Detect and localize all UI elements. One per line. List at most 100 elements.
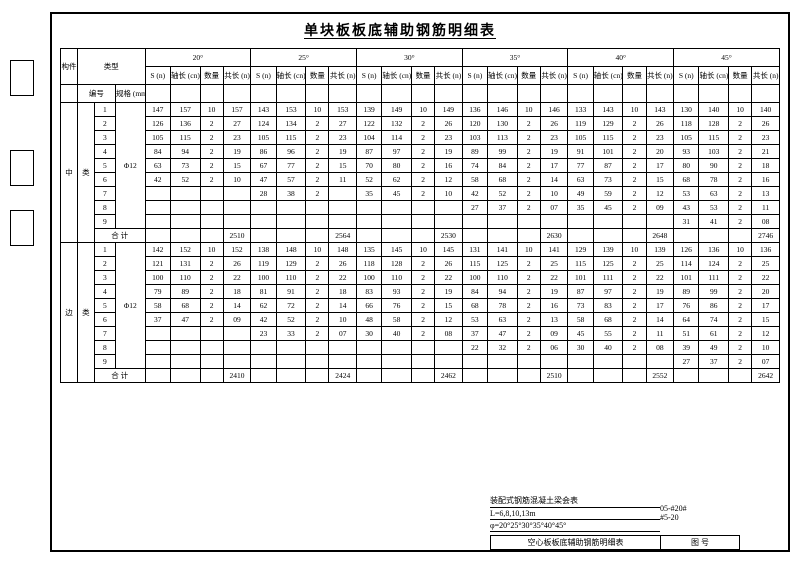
cell: 101: [593, 145, 623, 159]
cell: [435, 355, 462, 369]
cell: [623, 355, 646, 369]
hdr-sub-1-2: 数量: [306, 67, 329, 85]
hdr-sub-3-2: 数量: [517, 67, 540, 85]
cell: 129: [276, 257, 306, 271]
rownum: 3: [94, 271, 115, 285]
cell: 63: [699, 187, 729, 201]
cell: 15: [646, 173, 673, 187]
cell: 145: [382, 243, 412, 257]
sum-cell: [411, 229, 434, 243]
cell: 62: [382, 173, 412, 187]
cell: 2: [729, 201, 752, 215]
cell: 22: [329, 271, 356, 285]
cell: 89: [674, 285, 699, 299]
cell: 2: [517, 327, 540, 341]
cell: 105: [674, 131, 699, 145]
cell: 2: [200, 285, 223, 299]
cell: 142: [145, 243, 170, 257]
cell: 2: [729, 187, 752, 201]
hdr-sub-0-3: 共长 (n): [223, 67, 250, 85]
cell: 87: [568, 285, 593, 299]
rownum: 2: [94, 117, 115, 131]
cell: 149: [382, 103, 412, 117]
cell: 14: [329, 299, 356, 313]
cell: 14: [223, 299, 250, 313]
sum-cell: 2530: [435, 229, 462, 243]
cell: 57: [276, 173, 306, 187]
group-1: 边: [61, 243, 78, 383]
cell: [200, 327, 223, 341]
sum-cell: [699, 229, 729, 243]
cell: [382, 355, 412, 369]
cell: 140: [752, 103, 780, 117]
cell: 146: [540, 103, 567, 117]
cell: 33: [276, 327, 306, 341]
cell: [223, 327, 250, 341]
cell: 74: [699, 313, 729, 327]
cell: 136: [462, 103, 487, 117]
cell: [488, 215, 518, 229]
row-0-6: 7283823545210425221049592125363213: [61, 187, 780, 201]
cell: 06: [540, 341, 567, 355]
cell: 26: [329, 257, 356, 271]
cell: 120: [462, 117, 487, 131]
cell: 72: [276, 299, 306, 313]
cell: 118: [674, 117, 699, 131]
rownum: 1: [94, 103, 115, 117]
cell: 2: [517, 117, 540, 131]
cell: 2: [623, 299, 646, 313]
cell: 2: [729, 159, 752, 173]
cell: 111: [699, 271, 729, 285]
sum-cell: 2462: [435, 369, 462, 383]
cell: 2: [729, 215, 752, 229]
cell: [435, 341, 462, 355]
cell: 10: [306, 243, 329, 257]
cell: 2: [411, 131, 434, 145]
cell: 2: [306, 257, 329, 271]
cell: 99: [699, 285, 729, 299]
cell: 45: [382, 187, 412, 201]
cell: 135: [356, 243, 381, 257]
row-0-7: 8273720735452094353211: [61, 201, 780, 215]
row-1-7: 8223220630402083949210: [61, 341, 780, 355]
cell: [200, 215, 223, 229]
cell: 104: [356, 131, 381, 145]
cell: 2: [306, 145, 329, 159]
cell: 32: [488, 341, 518, 355]
row-0-4: 5637321567772157080216748421777872178090…: [61, 159, 780, 173]
cell: [223, 355, 250, 369]
sum-cell: [306, 229, 329, 243]
row-1-6: 723332073040208374720945552115161212: [61, 327, 780, 341]
cell: 2: [623, 327, 646, 341]
cell: 73: [568, 299, 593, 313]
cell: [170, 355, 200, 369]
cell: [329, 355, 356, 369]
cell: 96: [276, 145, 306, 159]
cell: 49: [568, 187, 593, 201]
group-0: 中: [61, 103, 78, 243]
cell: [568, 215, 593, 229]
cell: 97: [593, 285, 623, 299]
cell: 53: [462, 313, 487, 327]
sum-cell: [568, 369, 593, 383]
cell: 84: [488, 159, 518, 173]
cell: 115: [462, 257, 487, 271]
sum-cell: 2424: [329, 369, 356, 383]
cell: [276, 355, 306, 369]
sum-cell: [170, 229, 200, 243]
cell: 141: [540, 243, 567, 257]
cell: 2: [729, 173, 752, 187]
cell: [170, 341, 200, 355]
hdr-sub-1-1: 轴长 (cn): [276, 67, 306, 85]
cell: 10: [752, 341, 780, 355]
cell: 101: [674, 271, 699, 285]
rownum: 3: [94, 131, 115, 145]
cell: [145, 327, 170, 341]
cell: 68: [488, 173, 518, 187]
cell: 139: [593, 243, 623, 257]
cell: 2: [623, 285, 646, 299]
cell: 97: [382, 145, 412, 159]
row-1-8: 92737207: [61, 355, 780, 369]
rownum: 9: [94, 355, 115, 369]
side-tab-2: [10, 150, 34, 186]
